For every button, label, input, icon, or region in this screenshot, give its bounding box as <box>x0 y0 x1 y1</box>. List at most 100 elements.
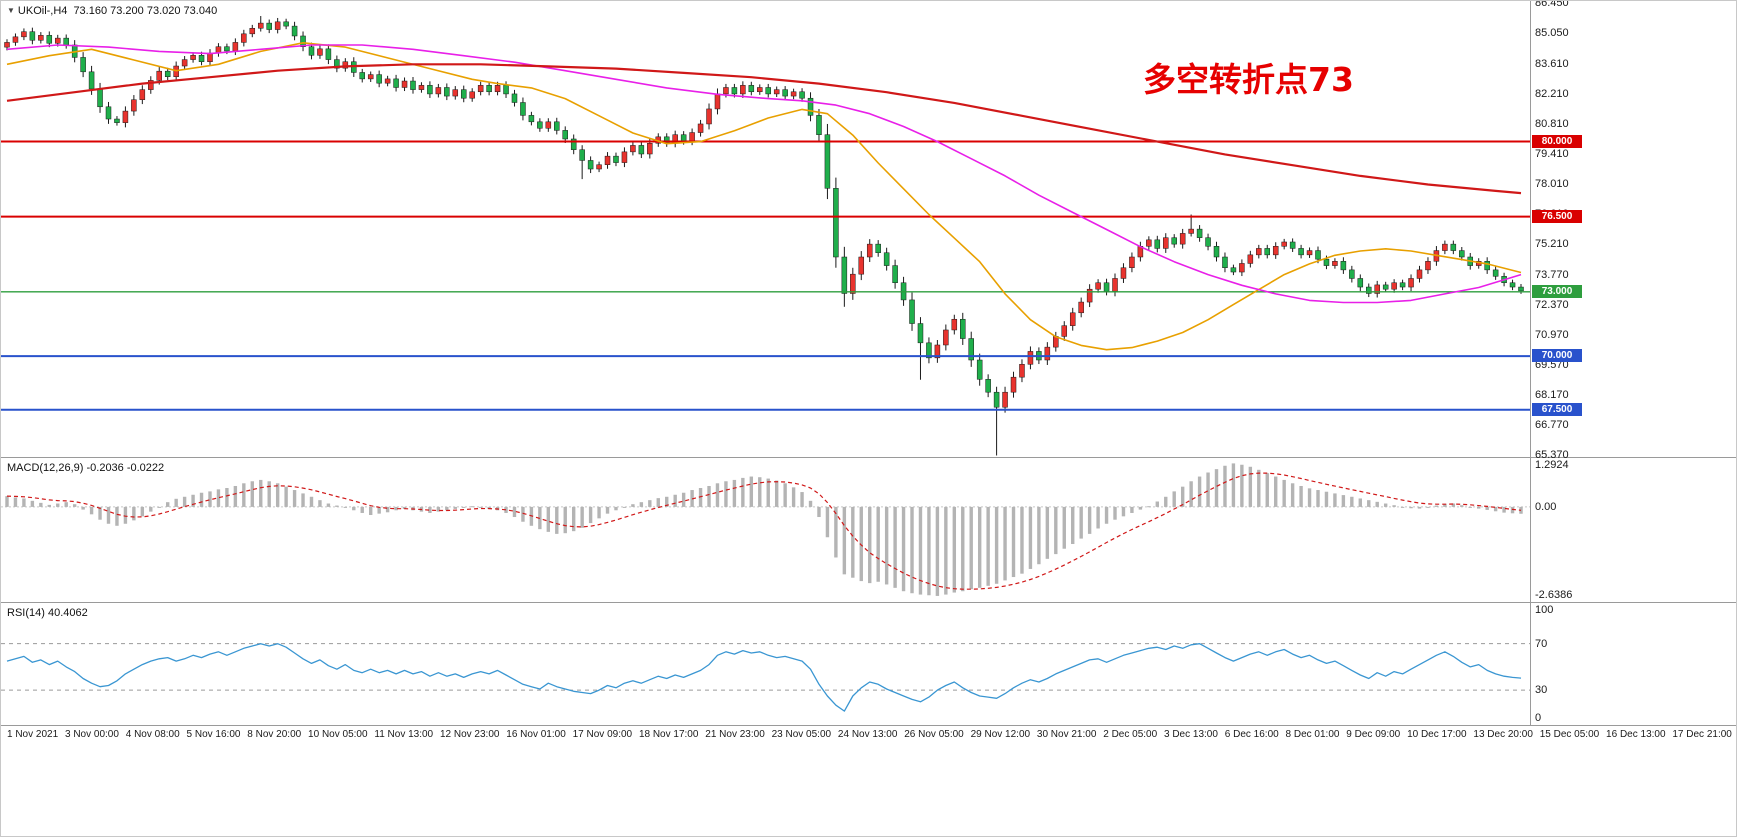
bear-candle <box>579 149 585 161</box>
bear-candle <box>1484 261 1490 271</box>
bull-candle <box>418 85 425 90</box>
bear-candle <box>892 265 898 284</box>
time-label: 23 Nov 05:00 <box>771 729 832 740</box>
bull-candle <box>943 329 949 346</box>
bull-candle <box>1188 228 1194 234</box>
bull-candle <box>1332 261 1338 266</box>
time-label: 5 Nov 16:00 <box>186 729 241 740</box>
symbol-dropdown-icon[interactable]: ▼ <box>7 6 15 15</box>
price-tag-76.500: 76.500 <box>1532 209 1582 223</box>
bear-candle <box>325 48 332 60</box>
time-label: 3 Dec 13:00 <box>1164 729 1218 740</box>
bear-candle <box>613 155 619 163</box>
bear-candle <box>1459 250 1465 258</box>
bear-candle <box>1171 237 1177 245</box>
bear-candle <box>63 37 69 46</box>
bull-candle <box>181 59 188 67</box>
rsi-axis[interactable]: 100 70 30 0 <box>1530 603 1736 725</box>
bear-candle <box>486 85 492 93</box>
bull-candle <box>1239 263 1245 273</box>
rsi-name: RSI(14) <box>7 607 45 619</box>
bear-candle <box>1264 248 1271 256</box>
bull-candle <box>1095 282 1101 290</box>
bear-candle <box>1213 246 1220 258</box>
price-axis-label: 72.370 <box>1535 299 1569 312</box>
bull-candle <box>1256 248 1262 256</box>
price-axis[interactable]: 86.450 85.050 83.610 82.210 80.810 79.410 78.0… <box>1530 1 1736 461</box>
bull-candle <box>54 37 61 44</box>
price-axis-label: 75.210 <box>1535 238 1569 251</box>
time-label: 11 Nov 13:00 <box>374 729 434 740</box>
bear-candle <box>114 118 120 123</box>
macd-plot[interactable] <box>1 458 1530 602</box>
time-label: 6 Dec 16:00 <box>1224 729 1279 740</box>
bull-candle <box>1163 237 1169 249</box>
bull-candle <box>951 318 958 331</box>
bear-candle <box>1298 248 1304 256</box>
price-axis-label: 69.570 <box>1535 359 1569 372</box>
bull-candle <box>630 145 636 153</box>
candlestick-plot[interactable] <box>1 1 1530 457</box>
bear-candle <box>748 85 755 93</box>
rsi-value: 40.4062 <box>47 607 88 619</box>
chart-header: ▼ UKOil-,H4 73.160 73.200 73.020 73.040 <box>7 5 217 17</box>
bear-candle <box>105 106 112 120</box>
bear-candle <box>1289 241 1296 249</box>
bull-candle <box>139 89 146 100</box>
bear-candle <box>528 115 535 123</box>
bear-candle <box>816 115 822 135</box>
time-label: 26 Nov 05:00 <box>904 729 964 740</box>
price-tag-70.000: 70.000 <box>1532 349 1582 363</box>
bear-candle <box>993 391 1000 408</box>
bear-candle <box>799 91 805 99</box>
bull-candle <box>1019 364 1025 378</box>
time-axis[interactable]: 1 Nov 2021 3 Nov 00:00 4 Nov 08:00 5 Nov 16… <box>1 726 1736 746</box>
bear-candle <box>917 323 924 344</box>
bear-candle <box>1399 282 1406 288</box>
bear-candle <box>537 121 543 129</box>
bear-candle <box>731 87 738 95</box>
bull-candle <box>207 52 213 62</box>
macd-axis[interactable]: 1.2924 0.00 -2.6386 <box>1530 458 1736 602</box>
time-label: 12 Nov 23:00 <box>439 729 500 740</box>
bear-candle <box>833 188 839 258</box>
bear-candle <box>883 252 890 266</box>
bull-candle <box>773 89 780 95</box>
bull-candle <box>1374 284 1380 294</box>
rsi-plot[interactable] <box>1 603 1530 725</box>
ma-slow-red <box>6 63 1522 195</box>
macd-axis-label: 1.2924 <box>1535 459 1569 471</box>
time-label: 18 Nov 17:00 <box>638 729 699 740</box>
bull-candle <box>866 243 873 258</box>
time-label: 13 Dec 20:00 <box>1473 729 1533 740</box>
bear-candle <box>960 318 966 339</box>
bull-candle <box>401 80 408 88</box>
bear-candle <box>291 25 298 37</box>
bear-candle <box>570 138 577 150</box>
bull-candle <box>757 87 763 93</box>
price-axis-label: 80.810 <box>1535 118 1569 131</box>
bear-candle <box>1154 239 1161 249</box>
bear-candle <box>1205 237 1211 247</box>
bear-candle <box>224 46 230 52</box>
bull-candle <box>1247 254 1254 264</box>
bear-candle <box>376 74 382 84</box>
time-label: 8 Nov 20:00 <box>247 729 302 740</box>
bull-candle <box>850 273 856 294</box>
bear-candle <box>824 134 831 189</box>
rsi-axis-label: 0 <box>1535 712 1542 724</box>
bull-candle <box>4 42 10 48</box>
bear-candle <box>29 31 36 41</box>
macd-name: MACD(12,26,9) <box>7 462 84 474</box>
bear-candle <box>1357 278 1364 288</box>
bear-candle <box>1323 258 1330 266</box>
bear-candle <box>520 102 526 116</box>
bear-candle <box>1450 243 1457 251</box>
bear-candle <box>807 97 814 116</box>
bear-candle <box>460 89 467 99</box>
bull-candle <box>621 151 628 163</box>
bear-candle <box>968 338 974 361</box>
bull-candle <box>1120 267 1127 279</box>
bull-candle <box>1078 301 1084 314</box>
